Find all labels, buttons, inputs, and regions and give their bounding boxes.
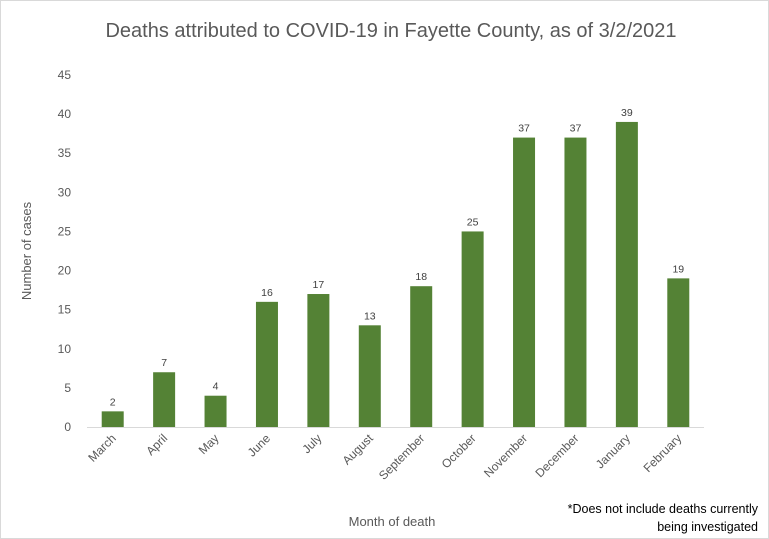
data-label: 25 bbox=[467, 216, 479, 228]
data-label: 37 bbox=[570, 123, 582, 135]
bar bbox=[307, 294, 330, 427]
x-tick-label: March bbox=[85, 431, 118, 464]
x-tick-label: January bbox=[593, 431, 633, 471]
bar bbox=[461, 231, 484, 427]
x-axis-title: Month of death bbox=[349, 514, 436, 529]
bar bbox=[153, 372, 176, 427]
x-tick-label: December bbox=[533, 431, 582, 480]
y-tick-label: 35 bbox=[58, 146, 72, 160]
data-label: 18 bbox=[415, 271, 427, 283]
bar bbox=[255, 301, 278, 427]
data-label: 4 bbox=[213, 381, 219, 393]
bar bbox=[513, 137, 536, 428]
bar bbox=[564, 137, 587, 428]
data-label: 19 bbox=[672, 263, 684, 275]
y-tick-label: 45 bbox=[58, 68, 72, 82]
y-tick-label: 0 bbox=[64, 420, 71, 434]
footnote: *Does not include deaths currently being… bbox=[567, 502, 758, 534]
y-axis-title: Number of cases bbox=[19, 201, 34, 300]
y-tick-label: 30 bbox=[58, 185, 72, 199]
y-tick-label: 10 bbox=[58, 342, 72, 356]
data-label: 39 bbox=[621, 107, 633, 119]
x-tick-label: September bbox=[376, 431, 427, 482]
chart-title: Deaths attributed to COVID-19 in Fayette… bbox=[105, 20, 677, 42]
data-label: 37 bbox=[518, 123, 530, 135]
y-tick-label: 20 bbox=[58, 264, 72, 278]
bar bbox=[101, 411, 124, 427]
x-tick-label: July bbox=[300, 431, 325, 456]
y-tick-label: 5 bbox=[64, 381, 71, 395]
bar bbox=[410, 286, 433, 427]
y-tick-label: 40 bbox=[58, 107, 72, 121]
x-tick-label: May bbox=[196, 431, 222, 457]
bar bbox=[667, 278, 690, 427]
data-label: 16 bbox=[261, 287, 273, 299]
y-tick-label: 15 bbox=[58, 303, 72, 317]
x-tick-label: June bbox=[245, 431, 274, 460]
x-tick-label: February bbox=[641, 431, 685, 475]
y-tick-label: 25 bbox=[58, 224, 72, 238]
x-tick-label: April bbox=[143, 431, 170, 458]
bar bbox=[615, 121, 638, 427]
bar bbox=[204, 395, 227, 427]
data-label: 17 bbox=[313, 279, 325, 291]
x-tick-label: October bbox=[439, 431, 479, 471]
x-tick-label: August bbox=[340, 431, 377, 468]
data-label: 13 bbox=[364, 310, 376, 322]
x-tick-label: November bbox=[481, 431, 530, 480]
data-label: 2 bbox=[110, 396, 116, 408]
data-label: 7 bbox=[161, 357, 167, 369]
bar bbox=[358, 325, 381, 427]
